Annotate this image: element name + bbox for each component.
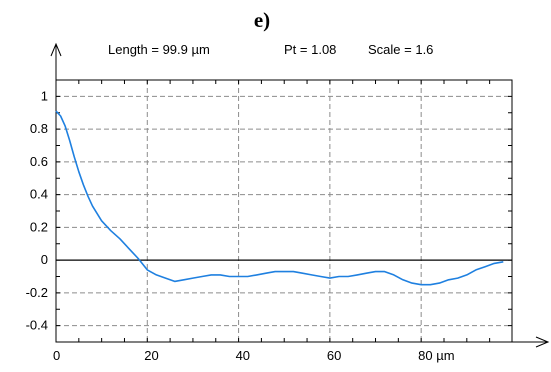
x-tick-labels: 0 20 40 60 80 µm [53,348,455,363]
y-tick-label: 0 [41,252,48,267]
panel-label: e) [254,8,270,32]
header-length: Length = 99.9 µm [108,42,210,57]
y-tick-label: 0.2 [30,219,48,234]
x-tick-label: 60 [327,348,341,363]
minor-ticks [55,79,512,343]
y-tick-label: 0.6 [30,154,48,169]
y-tick-label: 1 [41,88,48,103]
series-line-0 [55,110,504,286]
x-tick-label: 0 [53,348,60,363]
plot-frame [55,79,513,343]
header-scale: Scale = 1.6 [368,42,433,57]
axes [50,42,550,348]
x-axis-arrowhead [535,336,550,348]
x-tick-label: 20 [144,348,158,363]
y-tick-labels: 1 0.8 0.6 0.4 0.2 0 -0.2 -0.4 [26,88,48,332]
series-layer [55,110,504,286]
y-tick-label: 0.8 [30,121,48,136]
y-tick-label: -0.2 [26,285,48,300]
header-pt: Pt = 1.08 [284,42,336,57]
x-tick-label: 40 [236,348,250,363]
x-tick-label: 80 µm [418,348,454,363]
y-tick-label: -0.4 [26,318,48,333]
y-tick-label: 0.4 [30,187,48,202]
grid [56,80,512,342]
y-axis-arrowhead [50,42,62,57]
